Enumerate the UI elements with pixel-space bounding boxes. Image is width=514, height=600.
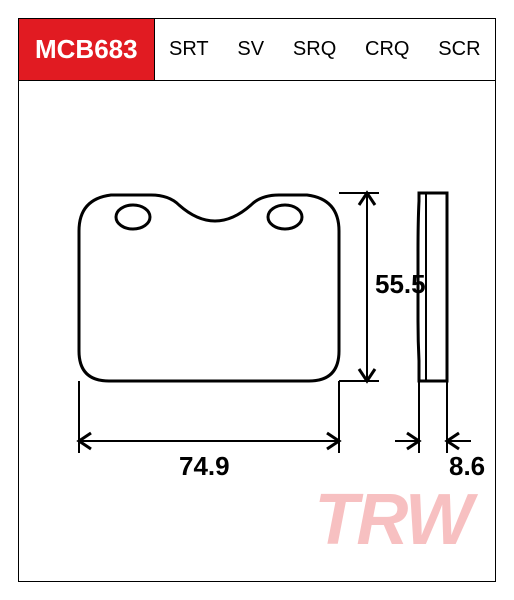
header-row: MCB683 SRT SV SRQ CRQ SCR — [18, 18, 496, 80]
part-number-cell: MCB683 — [19, 19, 155, 80]
variant: SV — [237, 38, 264, 61]
mount-hole — [116, 205, 150, 229]
dim-width-label: 74.9 — [179, 451, 230, 482]
variant: SRQ — [293, 38, 336, 61]
diagram-panel: TRW — [18, 80, 496, 582]
variant: SRT — [169, 38, 209, 61]
spec-card: MCB683 SRT SV SRQ CRQ SCR TRW — [0, 0, 514, 600]
variants-cell: SRT SV SRQ CRQ SCR — [155, 19, 495, 80]
diagram-svg — [19, 81, 495, 581]
dim-thickness-label: 8.6 — [449, 451, 485, 482]
variant: CRQ — [365, 38, 409, 61]
mount-hole — [268, 205, 302, 229]
dim-height-label: 55.5 — [375, 269, 426, 300]
part-number: MCB683 — [35, 34, 138, 65]
variant: SCR — [438, 38, 480, 61]
